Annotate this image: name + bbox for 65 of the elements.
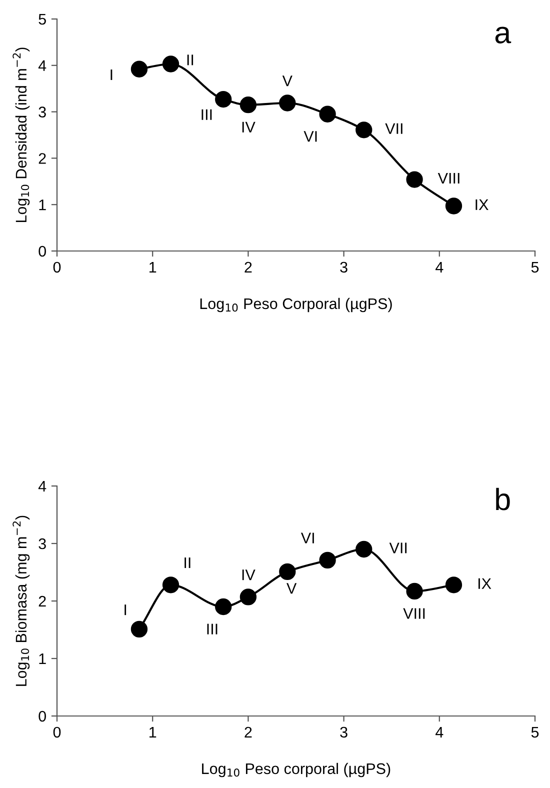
point xyxy=(279,94,296,112)
y-tick-label: 4 xyxy=(38,481,46,492)
annotation: VIII xyxy=(438,172,460,184)
annotation: IX xyxy=(476,199,488,210)
y-tick-label: 1 xyxy=(39,654,46,664)
x-tick-label: 0 xyxy=(53,726,61,738)
annotation: IV xyxy=(242,122,256,132)
y-tick-label: 0 xyxy=(38,246,46,257)
point xyxy=(240,96,257,114)
point xyxy=(162,576,180,594)
y-tick-label: 1 xyxy=(39,200,46,210)
annotation: b xyxy=(496,488,510,510)
point xyxy=(240,588,257,606)
x-tick-label: 3 xyxy=(340,726,348,738)
y-tick-label: 2 xyxy=(38,596,46,607)
point xyxy=(356,122,372,138)
annotation: VIII xyxy=(403,608,425,619)
y-tick-label: 5 xyxy=(38,14,46,25)
x-tick-label: 3 xyxy=(340,262,348,273)
annotation: V xyxy=(282,76,292,86)
y-axis-title: Log$_{10}$ Biomasa (mg m$^{−2}$) xyxy=(12,516,30,686)
x-tick-label: 2 xyxy=(244,262,252,272)
point xyxy=(215,90,232,108)
x-tick-label: 0 xyxy=(53,262,61,273)
point xyxy=(319,106,336,122)
x-tick-label: 5 xyxy=(531,262,539,273)
annotation: IV xyxy=(242,570,256,580)
annotation: a xyxy=(495,26,512,44)
annotation: III xyxy=(202,109,212,120)
point xyxy=(406,171,423,188)
x-tick-label: 4 xyxy=(436,262,444,272)
annotation: III xyxy=(207,624,218,634)
y-tick-label: 3 xyxy=(38,538,46,550)
point xyxy=(130,60,148,78)
y-tick-label: 3 xyxy=(38,106,46,118)
annotation: V xyxy=(286,583,297,594)
y-tick-label: 4 xyxy=(38,60,46,71)
x-axis-title: Log$_{10}$ Peso Corporal (µgPS) xyxy=(200,298,392,312)
point xyxy=(445,198,462,214)
annotation: VI xyxy=(304,131,317,142)
x-tick-label: 2 xyxy=(244,726,252,738)
x-tick-label: 1 xyxy=(150,726,156,738)
point xyxy=(215,598,232,616)
point xyxy=(356,540,372,558)
y-tick-label: 0 xyxy=(38,710,46,722)
annotation: VII xyxy=(385,123,402,134)
annotation: IX xyxy=(478,578,492,589)
annotation: VI xyxy=(300,532,314,544)
x-tick-label: 5 xyxy=(531,726,539,738)
point xyxy=(130,620,148,638)
y-axis-title: Log$_{10}$ Densidad (ind m$^{−2}$) xyxy=(12,48,30,222)
annotation: II xyxy=(187,54,194,66)
point xyxy=(445,576,462,594)
x-tick-label: 1 xyxy=(150,262,156,272)
annotation: I xyxy=(110,69,112,80)
x-tick-label: 4 xyxy=(436,726,444,738)
point xyxy=(406,582,423,600)
x-axis-title: Log$_{10}$ Peso corporal (µgPS) xyxy=(202,762,390,778)
annotation: II xyxy=(184,558,190,568)
point xyxy=(279,563,296,580)
y-tick-label: 2 xyxy=(38,153,46,164)
annotation: I xyxy=(124,604,126,616)
annotation: VII xyxy=(389,542,407,554)
point xyxy=(319,552,336,569)
point xyxy=(162,56,180,72)
